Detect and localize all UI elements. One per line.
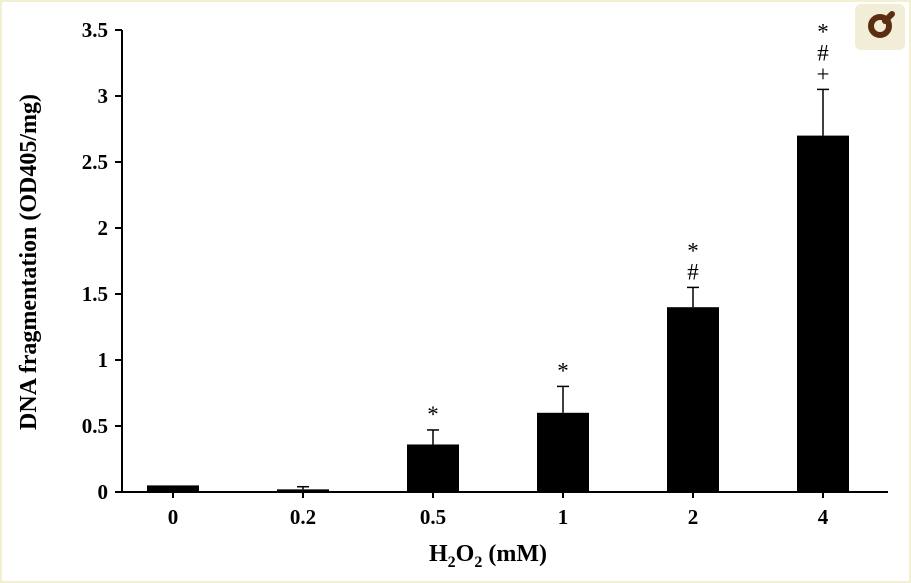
y-tick-label: 3 <box>98 84 109 108</box>
bar <box>407 444 459 492</box>
y-tick-label: 0 <box>98 480 109 504</box>
x-tick-label: 4 <box>818 505 829 529</box>
significance-label: # <box>687 259 699 284</box>
x-tick-label: 1 <box>558 505 569 529</box>
zoom-button[interactable] <box>855 4 905 50</box>
x-tick-label: 0.2 <box>290 505 316 529</box>
bar <box>147 485 199 492</box>
y-tick-label: 2 <box>98 216 109 240</box>
bar <box>797 135 849 492</box>
bar <box>667 307 719 492</box>
significance-label: * <box>427 402 439 427</box>
significance-label: * <box>817 19 829 44</box>
significance-label: + <box>817 61 830 86</box>
y-tick-label: 3.5 <box>82 18 108 42</box>
bar <box>277 489 329 492</box>
bar <box>537 412 589 492</box>
x-tick-label: 0 <box>168 505 179 529</box>
magnifier-icon <box>868 11 895 38</box>
y-tick-label: 2.5 <box>82 150 108 174</box>
significance-label: * <box>687 238 699 263</box>
x-tick-label: 2 <box>688 505 699 529</box>
x-tick-label: 0.5 <box>420 505 446 529</box>
y-tick-label: 1 <box>98 348 109 372</box>
x-axis-title: H2O2 (mM) <box>429 541 547 571</box>
y-tick-label: 1.5 <box>82 282 108 306</box>
y-axis-title: DNA fragmentation (OD405/mg) <box>16 94 42 430</box>
significance-label: * <box>557 358 569 383</box>
y-tick-label: 0.5 <box>82 414 108 438</box>
significance-label: # <box>817 40 829 65</box>
